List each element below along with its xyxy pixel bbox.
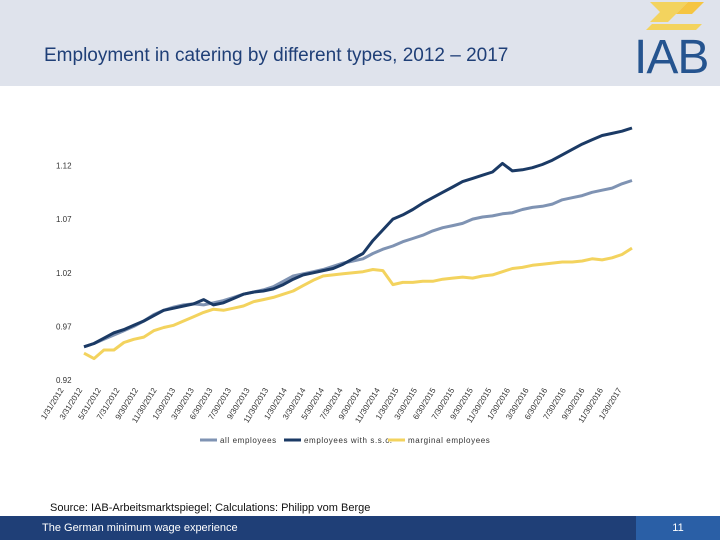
logo-text: IAB [634, 31, 709, 84]
y-tick-label: 1.02 [56, 269, 72, 278]
footer-bar [0, 516, 720, 540]
y-tick-label: 0.92 [56, 376, 72, 385]
iab-logo: IAB [630, 0, 720, 86]
legend-label: employees with s.s.c. [304, 436, 393, 445]
footer-accent [636, 516, 720, 540]
x-axis: 1/31/20123/31/20125/31/20127/31/20129/30… [39, 386, 624, 425]
y-tick-label: 0.97 [56, 322, 72, 331]
y-tick-label: 1.12 [56, 162, 72, 171]
y-tick-label: 1.07 [56, 215, 72, 224]
line-chart: 0.92 0.97 1.02 1.07 1.12 1/31/20123/31/20125… [39, 126, 633, 445]
logo-roof-graphic [646, 2, 704, 30]
slide-header [0, 0, 720, 86]
legend-label: marginal employees [408, 436, 490, 445]
page-title: Employment in catering by different type… [44, 45, 509, 66]
source-note: Source: IAB-Arbeitsmarktspiegel; Calcula… [50, 502, 371, 514]
legend-label: all employees [220, 436, 277, 445]
presentation-title: The German minimum wage experience [42, 522, 238, 534]
page-number: 11 [672, 522, 684, 534]
series-line-3 [83, 246, 633, 361]
series-line-2 [83, 126, 633, 349]
series-lines [83, 126, 633, 361]
legend: all employees employees with s.s.c. margin… [200, 436, 490, 445]
y-axis: 0.92 0.97 1.02 1.07 1.12 [56, 162, 72, 385]
